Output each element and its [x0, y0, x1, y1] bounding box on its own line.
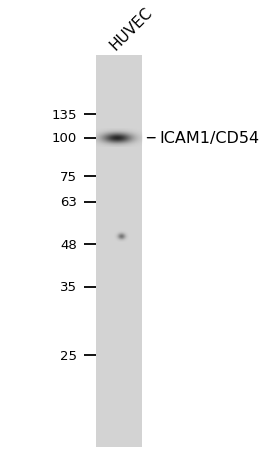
Text: 48: 48 [60, 238, 77, 251]
Text: 135: 135 [51, 109, 77, 121]
Text: 25: 25 [60, 349, 77, 362]
Text: HUVEC: HUVEC [107, 5, 156, 53]
Text: 75: 75 [60, 170, 77, 183]
Text: 100: 100 [52, 132, 77, 145]
Bar [95, 55, 142, 447]
Text: ICAM1/CD54: ICAM1/CD54 [159, 131, 259, 146]
Text: 63: 63 [60, 196, 77, 209]
Text: 35: 35 [60, 281, 77, 294]
